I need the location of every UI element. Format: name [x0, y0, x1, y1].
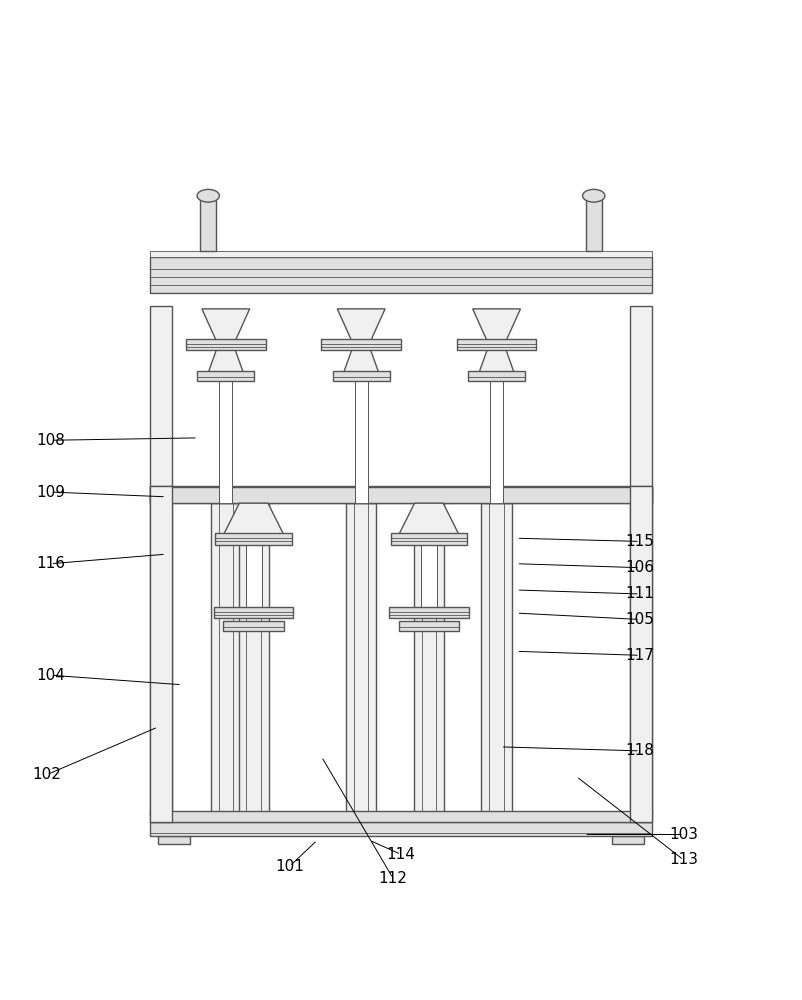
Bar	[245, 545, 261, 608]
Text: 116: 116	[36, 556, 65, 571]
Bar	[322, 339, 401, 350]
Polygon shape	[202, 309, 249, 341]
Bar	[585, 197, 602, 251]
Bar	[150, 306, 172, 815]
Bar	[220, 381, 232, 503]
Bar	[346, 503, 376, 815]
Ellipse shape	[582, 189, 605, 202]
Polygon shape	[209, 350, 243, 373]
Bar	[150, 257, 652, 293]
Bar	[214, 607, 294, 618]
Text: 118: 118	[626, 743, 654, 758]
Text: 113: 113	[669, 852, 699, 867]
Bar	[333, 371, 390, 381]
Bar	[612, 836, 644, 844]
Polygon shape	[472, 309, 520, 341]
Text: 105: 105	[626, 612, 654, 627]
Bar	[481, 503, 512, 815]
Bar	[630, 486, 652, 822]
Bar	[414, 503, 444, 815]
Bar	[150, 486, 172, 822]
Text: 102: 102	[32, 767, 61, 782]
Text: 109: 109	[36, 485, 65, 500]
Polygon shape	[399, 503, 459, 535]
Bar	[354, 381, 367, 503]
Bar	[630, 306, 652, 815]
Polygon shape	[224, 503, 284, 535]
Text: 104: 104	[36, 668, 65, 683]
Text: 115: 115	[626, 534, 654, 549]
Bar	[150, 251, 652, 257]
Bar	[186, 339, 265, 350]
Bar	[158, 836, 190, 844]
Text: 111: 111	[626, 586, 654, 601]
Text: 103: 103	[669, 827, 699, 842]
Bar	[150, 811, 652, 822]
Bar	[150, 486, 652, 503]
Bar	[391, 533, 467, 545]
Polygon shape	[479, 350, 514, 373]
Text: 112: 112	[379, 871, 407, 886]
Text: 108: 108	[36, 433, 65, 448]
Bar	[216, 533, 292, 545]
Text: 114: 114	[387, 847, 415, 862]
Text: 117: 117	[626, 648, 654, 663]
Bar	[238, 503, 269, 815]
Bar	[389, 607, 468, 618]
Bar	[200, 197, 217, 251]
Text: 106: 106	[626, 560, 654, 575]
Bar	[150, 487, 652, 503]
Text: 101: 101	[275, 859, 304, 874]
Bar	[150, 815, 652, 822]
Bar	[421, 545, 437, 608]
Bar	[150, 822, 652, 836]
Bar	[197, 371, 254, 381]
Bar	[224, 621, 284, 631]
Bar	[211, 503, 241, 815]
Bar	[399, 621, 459, 631]
Ellipse shape	[197, 189, 220, 202]
Bar	[468, 371, 525, 381]
Polygon shape	[338, 309, 385, 341]
Polygon shape	[343, 350, 379, 373]
Bar	[490, 381, 503, 503]
Bar	[457, 339, 537, 350]
